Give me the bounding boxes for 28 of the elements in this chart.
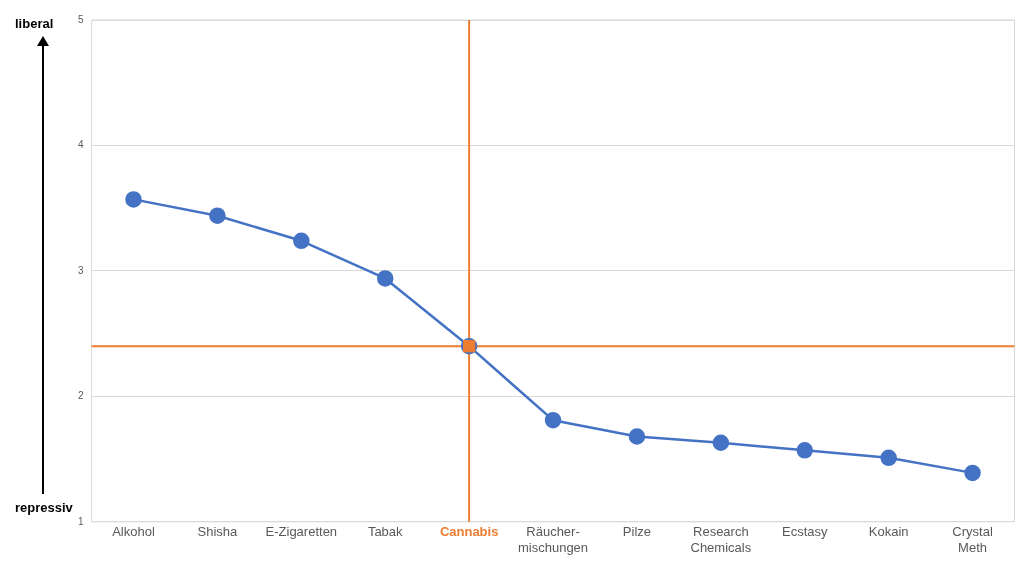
x-tick-label: Research Chemicals	[690, 524, 752, 555]
point	[628, 428, 646, 445]
x-tick-label: Kokain	[868, 524, 909, 540]
y-tick-label: 4	[78, 139, 84, 151]
x-tick-label: E-Zigaretten	[265, 524, 338, 540]
point	[880, 449, 897, 467]
x-tick-label: Cannabis	[439, 524, 499, 540]
y-tick-label: 1	[78, 515, 84, 527]
point	[125, 191, 142, 208]
x-tick-label: Shisha	[197, 524, 239, 540]
text: repressiv	[15, 500, 73, 515]
y-tick-label: 2	[78, 390, 84, 402]
x-tick-label: Räucher- mischungen	[517, 524, 589, 555]
point	[209, 207, 226, 224]
point	[796, 442, 813, 459]
x-tick-label: Ecstasy	[781, 524, 828, 540]
x-tick-label: Tabak	[367, 524, 404, 540]
x-tick-label: Crystal Meth	[952, 524, 993, 555]
point	[712, 434, 730, 452]
y-tick-label: 5	[78, 13, 84, 25]
x-tick-label: Alkohol	[112, 524, 155, 540]
x-tick-label: Pilze	[622, 524, 652, 540]
point	[293, 232, 310, 250]
point	[544, 411, 562, 429]
text: liberal	[15, 16, 54, 31]
y-tick-label: 3	[78, 264, 84, 276]
point	[376, 270, 394, 287]
point	[964, 464, 981, 482]
